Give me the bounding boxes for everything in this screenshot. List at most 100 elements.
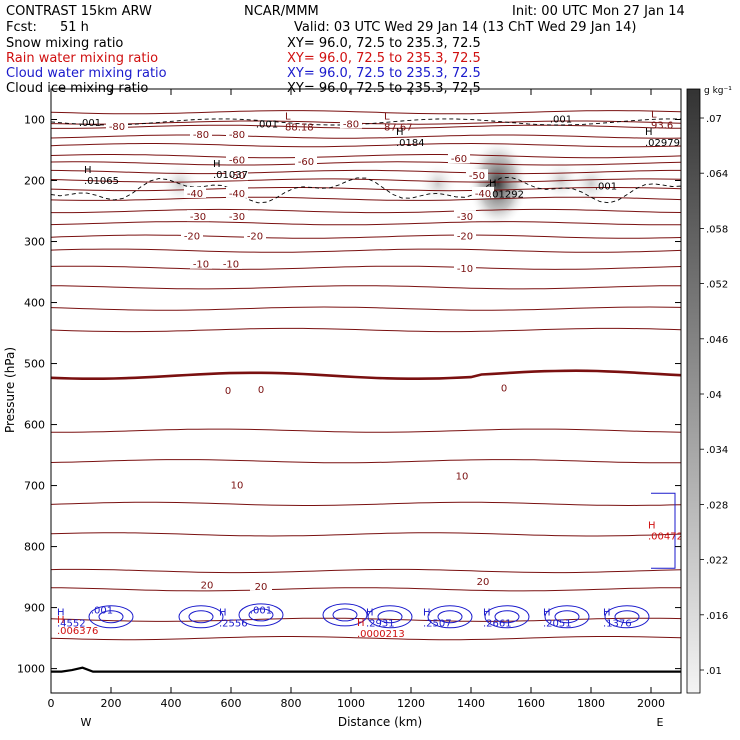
extremum-value-5: .01037 xyxy=(213,170,248,181)
field-xy-cloud-water: XY= 96.0, 72.5 to 235.3, 72.5 xyxy=(287,66,481,81)
colorbar-tick-label-10: .07 xyxy=(706,114,722,125)
extremum-kind-9: H xyxy=(57,615,65,626)
isotherm-10-21 xyxy=(51,459,681,464)
valid-time: Valid: 03 UTC Wed 29 Jan 14 (13 ChT Wed … xyxy=(294,20,636,35)
y-tick-label-7: 800 xyxy=(24,541,45,554)
contour-label-1: -80 xyxy=(193,130,209,141)
ice-label-0: .001 xyxy=(79,118,101,129)
contour-label-27: 20 xyxy=(255,582,268,593)
contour-label-16: -20 xyxy=(247,232,263,243)
contour-label-bg-13 xyxy=(226,210,248,222)
isotherm--60-6 xyxy=(51,161,681,166)
colorbar-unit: g kg⁻¹ xyxy=(704,86,732,96)
contour-label-bg-18 xyxy=(190,257,212,269)
contour-label-26: 20 xyxy=(201,581,214,592)
contour-label-17: -20 xyxy=(457,232,473,243)
extremum-value-16: .1376 xyxy=(603,619,632,630)
extremum-kind-4: H xyxy=(645,127,653,138)
isotherm-5-20 xyxy=(51,428,681,433)
contour-label-bg-17 xyxy=(454,229,476,241)
org-title: NCAR/MMM xyxy=(244,4,319,19)
isotherm--70-4 xyxy=(51,142,681,148)
init-time: Init: 00 UTC Mon 27 Jan 14 xyxy=(512,4,685,19)
contour-label-bg-8 xyxy=(466,169,488,181)
east-label: E xyxy=(657,716,664,729)
x-tick-label-5: 1000 xyxy=(337,697,365,710)
extremum-kind-3: H xyxy=(396,127,404,138)
extra-label-1: .001 xyxy=(250,606,272,617)
extremum-value-10: .2556 xyxy=(219,619,248,630)
x-tick-label-9: 1800 xyxy=(577,697,605,710)
extremum-kind-11: H xyxy=(366,608,374,619)
contour-label-bg-20 xyxy=(454,261,476,273)
contour-label-28: 20 xyxy=(477,577,490,588)
extremum-kind-13: H xyxy=(423,608,431,619)
x-tick-label-10: 2000 xyxy=(637,697,665,710)
x-tick-label-0: 0 xyxy=(48,697,55,710)
field-xy-rain: XY= 96.0, 72.5 to 235.3, 72.5 xyxy=(287,51,481,66)
cloud-water-cell-inner-6 xyxy=(494,610,520,624)
x-tick-label-3: 600 xyxy=(221,697,242,710)
contour-label-bg-28 xyxy=(472,574,494,586)
contour-label-bg-25 xyxy=(226,478,248,490)
contour-label-7: -50 xyxy=(229,171,245,182)
model-title: CONTRAST 15km ARW xyxy=(6,4,152,19)
contour-label-25: 10 xyxy=(231,481,244,492)
extremum-value-15: .2051 xyxy=(543,619,572,630)
contour-label-2: -80 xyxy=(229,130,245,141)
cloud-water-cell-5 xyxy=(427,605,473,629)
colorbar-tick-label-7: .052 xyxy=(706,280,728,291)
extremum-value-12: .0000213 xyxy=(357,629,405,640)
cloud-water-cell-8 xyxy=(604,605,650,629)
contour-label-15: -20 xyxy=(184,232,200,243)
y-tick-label-0: 100 xyxy=(24,114,45,127)
contour-label-bg-2 xyxy=(226,127,248,139)
cloud-water-cell-inner-1 xyxy=(188,610,214,624)
contour-label-bg-14 xyxy=(454,210,476,222)
ice-label-1: .001 xyxy=(256,119,278,130)
y-tick-label-1: 200 xyxy=(24,175,45,188)
cloud-ice-boundary-lower xyxy=(51,176,681,204)
contour-label-10: -40 xyxy=(229,189,245,200)
extremum-kind-0: L xyxy=(285,112,291,123)
ice-label-3: .001 xyxy=(595,182,617,193)
x-tick-label-2: 400 xyxy=(161,697,182,710)
cloud-water-cell-inner-4 xyxy=(377,610,403,624)
field-name-cloud-water: Cloud water mixing ratio xyxy=(6,66,167,81)
contour-label-0: -80 xyxy=(109,122,125,133)
contour-label-bg-5 xyxy=(295,155,317,167)
cloud-water-cell-inner-7 xyxy=(554,610,580,624)
extremum-kind-16: H xyxy=(603,608,611,619)
isotherm-22-25 xyxy=(51,587,681,592)
cloud-water-cell-9 xyxy=(651,492,676,569)
isotherm--50-8 xyxy=(51,178,681,183)
contour-label-bg-4 xyxy=(226,153,248,165)
contour-label-13: -30 xyxy=(229,212,245,223)
isotherm--10-16 xyxy=(51,285,681,290)
x-axis-label: Distance (km) xyxy=(338,715,422,729)
extremum-value-17: .00472 xyxy=(648,531,683,542)
extremum-kind-10: H xyxy=(219,608,227,619)
isotherm-15-22 xyxy=(51,501,681,507)
contour-label-bg-24 xyxy=(451,469,473,481)
contour-label-bg-6 xyxy=(448,152,470,164)
isotherm--30-12 xyxy=(51,221,681,226)
extremum-value-13: .2507 xyxy=(423,619,452,630)
extremum-kind-8: H xyxy=(57,608,65,619)
colorbar-tick-label-8: .058 xyxy=(706,224,728,235)
isotherm--50-7 xyxy=(51,169,681,175)
cloud-water-cell-1 xyxy=(178,605,224,629)
contour-label-24: 10 xyxy=(456,471,469,482)
contour-label-bg-16 xyxy=(244,229,266,241)
extremum-kind-2: L xyxy=(651,110,657,121)
y-tick-label-5: 600 xyxy=(24,419,45,432)
y-tick-label-4: 500 xyxy=(24,358,45,371)
isotherm--20-14 xyxy=(51,248,681,253)
contour-label-bg-19 xyxy=(220,257,242,269)
extremum-value-4: .02979 xyxy=(645,138,680,149)
colorbar-tick-label-5: .04 xyxy=(706,390,722,401)
extremum-value-2: 93.6 xyxy=(651,121,673,132)
fcst-value: 51 h xyxy=(60,20,89,35)
isotherm--40-9 xyxy=(51,187,681,192)
cloud-water-cell-inner-0 xyxy=(98,610,124,624)
